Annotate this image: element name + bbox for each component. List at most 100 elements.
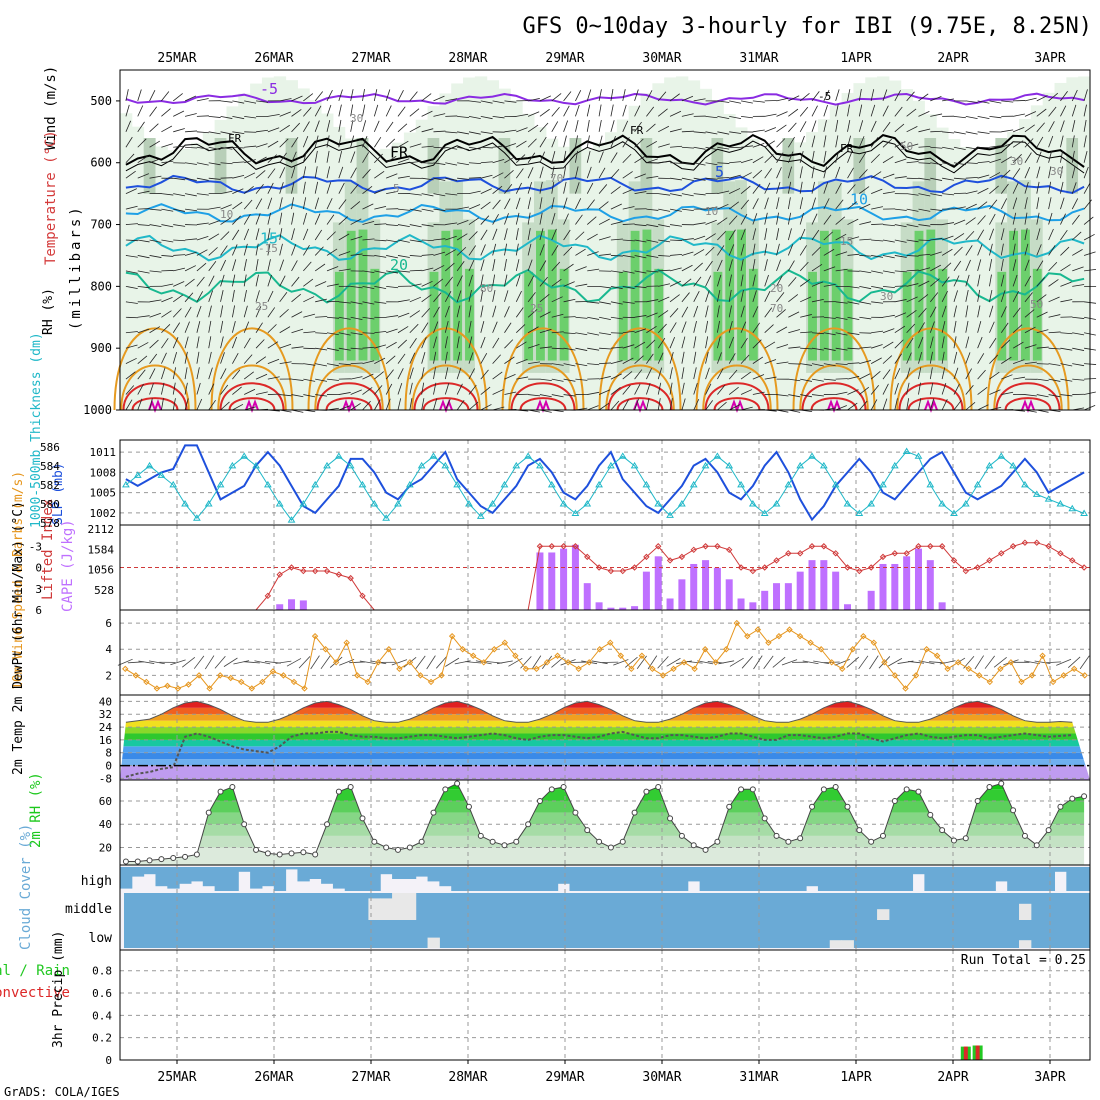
wind-barb bbox=[315, 394, 328, 397]
wind-barb bbox=[255, 228, 260, 241]
wind-barb bbox=[326, 135, 330, 148]
cloud-high-bar bbox=[1042, 867, 1056, 891]
wind-barb bbox=[788, 346, 801, 349]
wind-barb bbox=[444, 291, 452, 303]
dewpoint-line bbox=[125, 730, 1073, 778]
wind-barb bbox=[397, 123, 408, 133]
wind-barb bbox=[173, 267, 185, 272]
wind-barb bbox=[255, 100, 268, 103]
wind-barb bbox=[232, 386, 242, 395]
li-point bbox=[536, 543, 544, 550]
thickness-point bbox=[571, 509, 580, 516]
wind-barb bbox=[977, 336, 983, 349]
wind-barb bbox=[942, 222, 955, 225]
wind-barb bbox=[492, 158, 505, 164]
li-point bbox=[347, 574, 354, 582]
wind-label: Wind (m/s) bbox=[43, 66, 59, 150]
surface-wind-barb bbox=[686, 661, 703, 664]
wind-barb bbox=[492, 337, 500, 349]
cloud-high-bar bbox=[120, 867, 133, 889]
wind-barb bbox=[421, 254, 434, 256]
wind-barb bbox=[172, 308, 182, 318]
wind-barb bbox=[847, 135, 852, 148]
rh-cell bbox=[995, 138, 1008, 194]
cloud-high-bar bbox=[238, 867, 251, 872]
wind-barb bbox=[941, 276, 950, 287]
cloud-level-label: low bbox=[89, 931, 113, 946]
cape-bar bbox=[702, 560, 710, 610]
wind-barb bbox=[515, 212, 520, 225]
isotherm-label: 15 bbox=[260, 229, 278, 247]
wind-barb bbox=[882, 173, 895, 179]
cloud-high-bar bbox=[545, 867, 559, 891]
wind-barb bbox=[1024, 182, 1029, 194]
wind-barb bbox=[173, 254, 186, 256]
wind-barb bbox=[445, 131, 458, 134]
rh-cell bbox=[959, 146, 973, 410]
wind-barb bbox=[255, 184, 264, 194]
wind-barb bbox=[433, 162, 446, 165]
wind-barb bbox=[350, 362, 363, 365]
wind-barb bbox=[232, 352, 239, 364]
surface-wind-barb bbox=[170, 659, 186, 666]
thickness-point bbox=[879, 480, 887, 488]
wind-barb bbox=[823, 89, 830, 102]
wind-barb bbox=[149, 208, 162, 211]
wind-barb bbox=[172, 382, 176, 395]
wind-barb bbox=[1083, 182, 1091, 194]
wind-barb bbox=[941, 383, 947, 395]
wind-barb bbox=[302, 228, 309, 241]
wind-barb bbox=[515, 182, 522, 194]
wind-barb bbox=[729, 404, 741, 411]
rh-point bbox=[809, 803, 816, 810]
wind-barb bbox=[835, 216, 846, 225]
cloud-clear-bar bbox=[380, 898, 393, 920]
li-point bbox=[264, 592, 272, 600]
wind-barb bbox=[527, 197, 532, 210]
wind-barb bbox=[291, 122, 301, 133]
thickness-point bbox=[760, 509, 769, 516]
wind-barb bbox=[977, 386, 988, 395]
wind-barb bbox=[232, 244, 238, 256]
wind-barb bbox=[385, 121, 394, 133]
cloud-high-bar bbox=[309, 867, 322, 879]
wind-barb bbox=[646, 123, 656, 133]
wind-barb bbox=[776, 212, 779, 225]
cloud-high-bar bbox=[356, 867, 369, 891]
wind-barb bbox=[433, 146, 446, 149]
wind-barb bbox=[220, 131, 233, 135]
wind-barb bbox=[504, 228, 508, 241]
wind-barb bbox=[953, 320, 957, 333]
wind-barb bbox=[480, 244, 486, 256]
wind-barb bbox=[740, 321, 747, 333]
wind-barb bbox=[646, 255, 659, 258]
cloud-high-bar bbox=[628, 867, 641, 891]
wind-barb bbox=[421, 280, 433, 287]
slp-line bbox=[125, 444, 1085, 522]
cape-bar bbox=[713, 567, 721, 610]
surface-wind-barb bbox=[1024, 660, 1040, 665]
wind-barb bbox=[918, 367, 922, 380]
wind-barb bbox=[302, 166, 307, 179]
wind-barb bbox=[291, 276, 300, 287]
wind-barb bbox=[587, 332, 600, 336]
rh-point bbox=[986, 783, 993, 790]
wind-barb bbox=[539, 95, 551, 102]
rh-point bbox=[584, 827, 591, 834]
wind-barb bbox=[386, 328, 398, 334]
wind-barb bbox=[882, 383, 889, 395]
wind-barb bbox=[267, 212, 272, 225]
wind-barb bbox=[397, 326, 409, 334]
wind-barb bbox=[374, 270, 387, 274]
cloud-high-bar bbox=[711, 867, 724, 891]
wind-barb bbox=[208, 351, 212, 364]
surface-wind-barb bbox=[465, 661, 482, 664]
wind-barb bbox=[610, 270, 623, 274]
wind-barb bbox=[622, 357, 634, 364]
surface-wind-barb bbox=[148, 660, 165, 665]
wind-barb bbox=[255, 391, 268, 395]
wind-barb bbox=[397, 255, 410, 258]
rh-point bbox=[1021, 832, 1028, 839]
wind-barb bbox=[421, 322, 429, 333]
cloud-high-bar bbox=[250, 867, 263, 889]
